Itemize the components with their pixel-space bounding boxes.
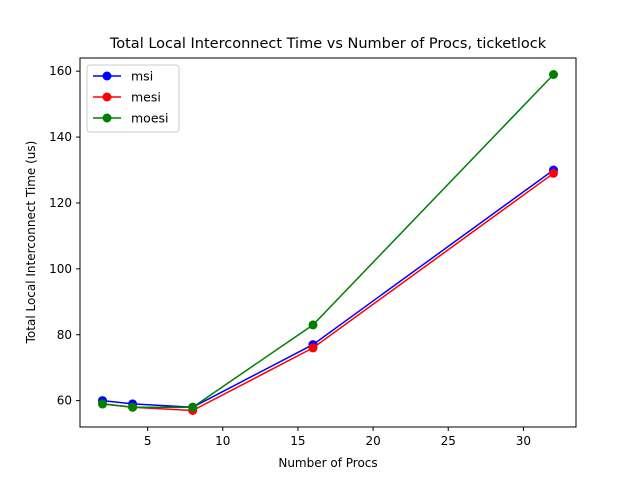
- x-tick-label-2: 15: [290, 434, 305, 448]
- series-line-msi: [102, 169, 554, 408]
- y-axis-label: Total Local Interconnect Time (us): [24, 141, 38, 345]
- legend-label-mesi: mesi: [131, 90, 161, 105]
- data-point-moesi-0: [98, 399, 107, 409]
- x-tick-label-1: 10: [215, 434, 230, 448]
- legend-marker-msi: [102, 71, 112, 81]
- legend-marker-moesi: [102, 113, 112, 123]
- y-tick-label-1: 80: [57, 328, 72, 342]
- plot-frame: [79, 57, 577, 428]
- chart-title: Total Local Interconnect Time vs Number …: [109, 36, 547, 52]
- x-axis: 5 10 15 20 25 30: [144, 427, 531, 448]
- legend-label-msi: msi: [131, 69, 153, 84]
- y-tick-label-5: 160: [49, 64, 72, 78]
- y-axis: 60 80 100 120 140 160: [49, 64, 80, 408]
- data-point-moesi-3: [308, 320, 318, 330]
- data-point-moesi-1: [128, 402, 138, 412]
- data-point-mesi-4: [549, 168, 558, 178]
- x-tick-label-4: 25: [441, 434, 456, 448]
- x-axis-label: Number of Procs: [278, 456, 377, 470]
- plot-marks: [98, 70, 558, 415]
- x-tick-label-3: 20: [365, 434, 380, 448]
- legend-label-moesi: moesi: [131, 111, 169, 126]
- data-point-mesi-3: [308, 343, 318, 353]
- y-tick-label-3: 120: [49, 196, 72, 210]
- y-tick-label-4: 140: [49, 130, 72, 144]
- y-tick-label-2: 100: [49, 262, 72, 276]
- y-tick-label-0: 60: [57, 394, 72, 408]
- x-tick-label-5: 30: [516, 434, 531, 448]
- x-tick-label-0: 5: [144, 434, 152, 448]
- legend: msi mesi moesi: [86, 64, 180, 133]
- data-point-moesi-2: [188, 402, 198, 412]
- series-line-mesi: [102, 172, 554, 412]
- legend-marker-mesi: [102, 92, 112, 102]
- data-point-moesi-4: [549, 70, 558, 79]
